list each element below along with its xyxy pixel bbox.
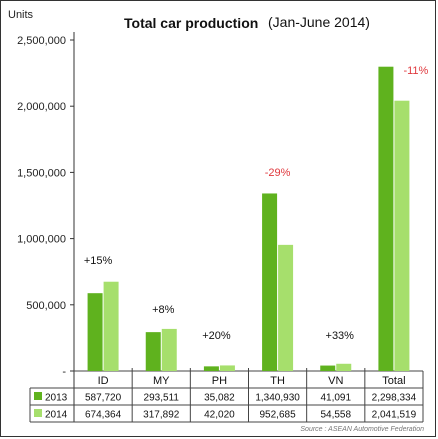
table-value: 2,298,334 xyxy=(372,393,417,404)
legend-label: 2013 xyxy=(45,393,68,404)
table-value: 952,685 xyxy=(260,410,297,421)
y-tick-label: 1,000,000 xyxy=(17,234,66,246)
bar-2013-id xyxy=(87,293,103,371)
category-label: VN xyxy=(328,375,343,387)
table-value: 293,511 xyxy=(144,393,180,404)
change-annotation: +8% xyxy=(152,304,175,316)
bar-2013-my xyxy=(145,332,161,371)
bar-2014-ph xyxy=(219,365,235,371)
bar-2014-total xyxy=(394,100,410,371)
table-value: 35,082 xyxy=(204,393,235,404)
bar-2013-vn xyxy=(320,365,336,371)
table-value: 2,041,519 xyxy=(372,410,417,421)
table-value: 41,091 xyxy=(320,393,351,404)
y-tick-label: 500,000 xyxy=(26,300,66,312)
category-label: PH xyxy=(212,375,227,387)
table-value: 42,020 xyxy=(204,410,235,421)
y-tick-label: 2,000,000 xyxy=(17,101,66,113)
change-annotation: +20% xyxy=(202,330,231,342)
legend-label: 2014 xyxy=(45,410,68,421)
y-tick-label: - xyxy=(62,366,66,378)
table-value: 674,364 xyxy=(85,410,122,421)
category-label: ID xyxy=(98,375,109,387)
table-value: 54,558 xyxy=(320,410,351,421)
bar-2013-total xyxy=(378,66,394,372)
y-tick-label: 1,500,000 xyxy=(17,167,66,179)
table-value: 317,892 xyxy=(143,410,180,421)
category-label: MY xyxy=(153,375,170,387)
legend-swatch-2013 xyxy=(34,392,42,400)
chart-title: Total car production xyxy=(124,15,259,31)
bar-2014-vn xyxy=(336,363,352,371)
category-label: TH xyxy=(270,375,285,387)
table-value: 587,720 xyxy=(85,393,122,404)
chart-subtitle: (Jan-June 2014) xyxy=(268,14,370,30)
change-annotation: -11% xyxy=(403,65,428,77)
y-axis-units-label: Units xyxy=(8,9,34,21)
bar-2014-th xyxy=(278,244,294,371)
y-tick-label: 2,500,000 xyxy=(17,35,66,47)
change-annotation: +15% xyxy=(84,255,113,267)
category-label: Total xyxy=(382,375,405,387)
bar-2013-th xyxy=(262,193,278,371)
change-annotation: -29% xyxy=(265,167,291,179)
legend-swatch-2014 xyxy=(34,409,42,417)
bar-2013-ph xyxy=(203,366,219,371)
bar-2014-id xyxy=(103,281,119,371)
change-annotation: +33% xyxy=(326,330,355,342)
bar-2014-my xyxy=(161,328,177,371)
source-note: Source : ASEAN Automotive Federation xyxy=(300,426,424,433)
table-value: 1,340,930 xyxy=(255,393,300,404)
